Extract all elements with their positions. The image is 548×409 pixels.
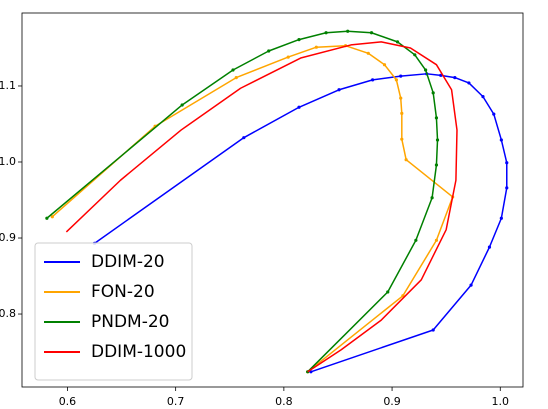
series-marker — [413, 53, 417, 57]
series-marker — [435, 138, 440, 142]
series-marker — [337, 88, 341, 92]
series-marker — [469, 283, 473, 287]
legend-label: DDIM-1000 — [91, 342, 186, 362]
series-marker — [492, 112, 496, 116]
series-marker — [297, 38, 301, 42]
series-marker — [395, 40, 400, 44]
x-tick-label: 0.6 — [59, 395, 77, 408]
series-marker — [286, 55, 290, 59]
x-tick-label: 1.0 — [492, 395, 510, 408]
series-marker — [453, 76, 457, 80]
series-marker — [434, 116, 439, 120]
y-tick-label: 0.9 — [0, 231, 16, 244]
series-marker — [370, 78, 375, 82]
series-marker — [481, 95, 485, 99]
x-tick-label: 0.9 — [383, 395, 401, 408]
series-marker — [324, 31, 328, 35]
legend-label: FON-20 — [91, 282, 155, 302]
series-marker — [399, 96, 403, 100]
series-line — [94, 73, 508, 373]
series-marker — [267, 49, 271, 53]
plot-frame — [21, 12, 524, 388]
y-tick-label: 1.0 — [0, 155, 16, 168]
series-marker — [430, 196, 434, 200]
series-marker — [434, 163, 439, 167]
series-line — [65, 41, 458, 373]
y-tick-label: 0.8 — [0, 307, 16, 320]
y-tick-label: 1.1 — [0, 79, 16, 92]
series-marker — [431, 91, 435, 95]
x-tick-label: 0.7 — [167, 395, 185, 408]
series-marker — [414, 238, 418, 242]
series-marker — [505, 161, 509, 165]
legend-box — [34, 242, 193, 381]
series-marker — [499, 216, 503, 220]
x-tick-label: 0.8 — [275, 395, 293, 408]
series-marker — [234, 76, 238, 80]
series-marker — [386, 290, 390, 294]
series-marker — [231, 68, 235, 72]
series-marker — [346, 29, 350, 33]
series-marker — [400, 137, 404, 141]
series-marker — [369, 31, 374, 35]
series-marker — [487, 245, 492, 249]
series-marker — [424, 68, 428, 72]
series-marker — [404, 158, 408, 162]
series-marker — [499, 138, 503, 142]
series-marker — [297, 105, 301, 109]
series-marker — [399, 74, 403, 78]
series-marker — [394, 78, 398, 82]
series-marker — [431, 328, 435, 332]
legend-label: PNDM-20 — [91, 312, 170, 332]
series-marker — [366, 51, 370, 55]
series-marker — [400, 111, 404, 115]
series-marker — [50, 215, 54, 219]
series-marker — [242, 136, 246, 140]
series-marker — [180, 103, 184, 107]
legend-label: DDIM-20 — [91, 252, 165, 272]
series-marker — [382, 63, 387, 67]
series-marker — [467, 81, 471, 85]
series-marker — [505, 186, 509, 190]
legend: DDIM-20 FON-20 PNDM-20 DDIM-1000 — [34, 242, 193, 381]
series-marker — [434, 238, 439, 242]
series-marker — [314, 45, 318, 49]
series-marker — [45, 216, 49, 220]
